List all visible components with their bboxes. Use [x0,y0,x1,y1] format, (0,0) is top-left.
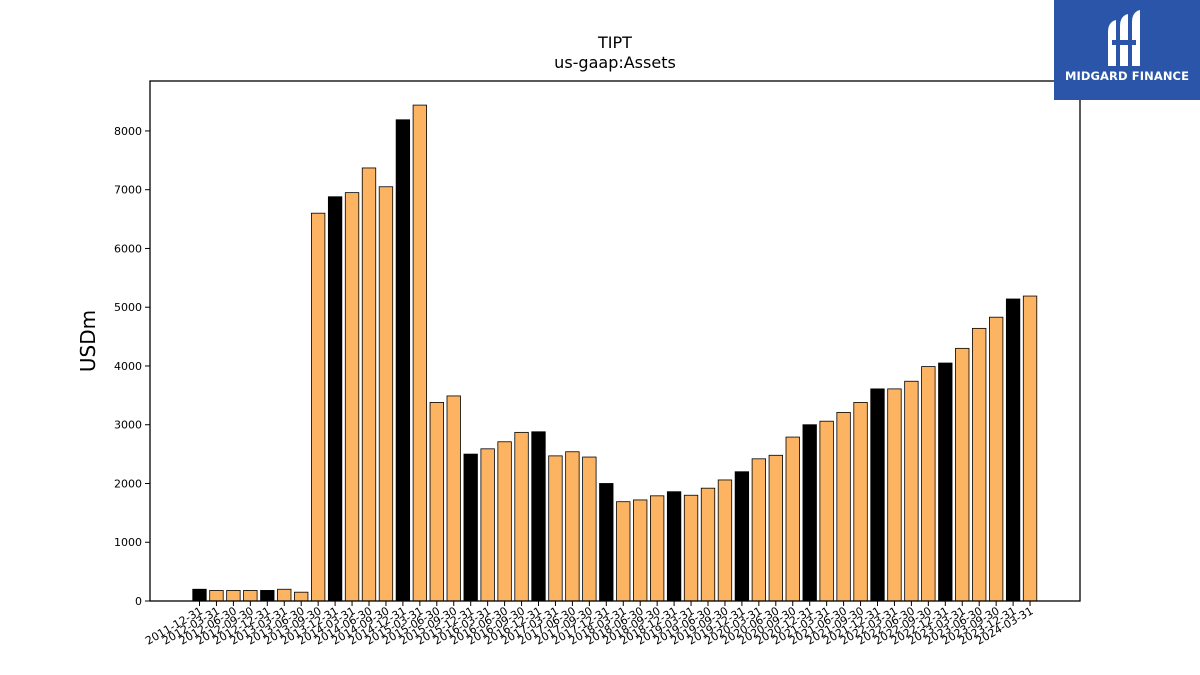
bar [260,590,275,602]
bar [836,411,851,602]
bar [514,431,529,602]
y-tick-label: 7000 [114,184,142,197]
bar [192,588,207,602]
chart-title: TIPT [597,33,632,52]
bar [870,388,885,602]
y-tick-label: 5000 [114,301,142,314]
bar [243,590,258,602]
y-tick-label: 8000 [114,125,142,138]
y-axis-label: USDm [76,310,100,372]
bar [616,501,631,602]
bar [497,441,512,602]
x-ticks-group: 2011-12-312012-03-312012-06-302012-09-30… [143,601,1036,648]
bar [226,590,241,602]
midgard-logo-icon [1108,10,1140,66]
y-ticks-group: 0 1000 2000 3000 4000 5000 6000 7000 8000 [114,125,150,608]
bar [633,499,648,602]
bar [565,451,580,602]
bar [310,212,326,602]
bar [887,388,902,602]
bar [446,395,461,602]
bar [1005,298,1021,602]
y-tick-label: 4000 [114,360,142,373]
bar [395,119,411,602]
bar [209,590,224,602]
bar [717,479,733,602]
bar [666,491,682,602]
bar [327,196,343,602]
y-tick-label: 2000 [114,477,142,490]
y-tick-label: 3000 [114,419,142,432]
bar [904,380,919,602]
bar [650,495,665,602]
bar [480,448,495,602]
brand-logo: MIDGARD FINANCE [1054,0,1200,100]
chart-subtitle: us-gaap:Assets [554,53,676,72]
bar [751,458,766,602]
bar [972,327,987,602]
bar [1022,295,1038,602]
y-tick-label: 0 [135,595,142,608]
bar [921,366,936,602]
bar [582,456,597,602]
y-tick-label: 1000 [114,536,142,549]
bar [785,436,800,602]
bar [802,424,817,602]
bars-group [192,104,1038,602]
bar [429,402,444,602]
bar [531,431,546,602]
bar [378,186,394,602]
bar [361,167,377,602]
bar [819,420,834,602]
y-tick-label: 6000 [114,242,142,255]
bar [599,483,614,602]
bar [344,192,360,602]
bar [768,454,783,602]
bar [989,316,1004,602]
bar [548,455,563,602]
bar [853,402,868,602]
bar [294,591,309,602]
bar [683,494,699,602]
bar [463,453,478,602]
bar [412,104,428,602]
bar [700,487,716,602]
plot-frame [149,80,1081,602]
bar [938,362,953,602]
brand-name: MIDGARD FINANCE [1064,69,1190,83]
bar [277,588,292,602]
bar [955,347,970,602]
bar [734,471,750,602]
